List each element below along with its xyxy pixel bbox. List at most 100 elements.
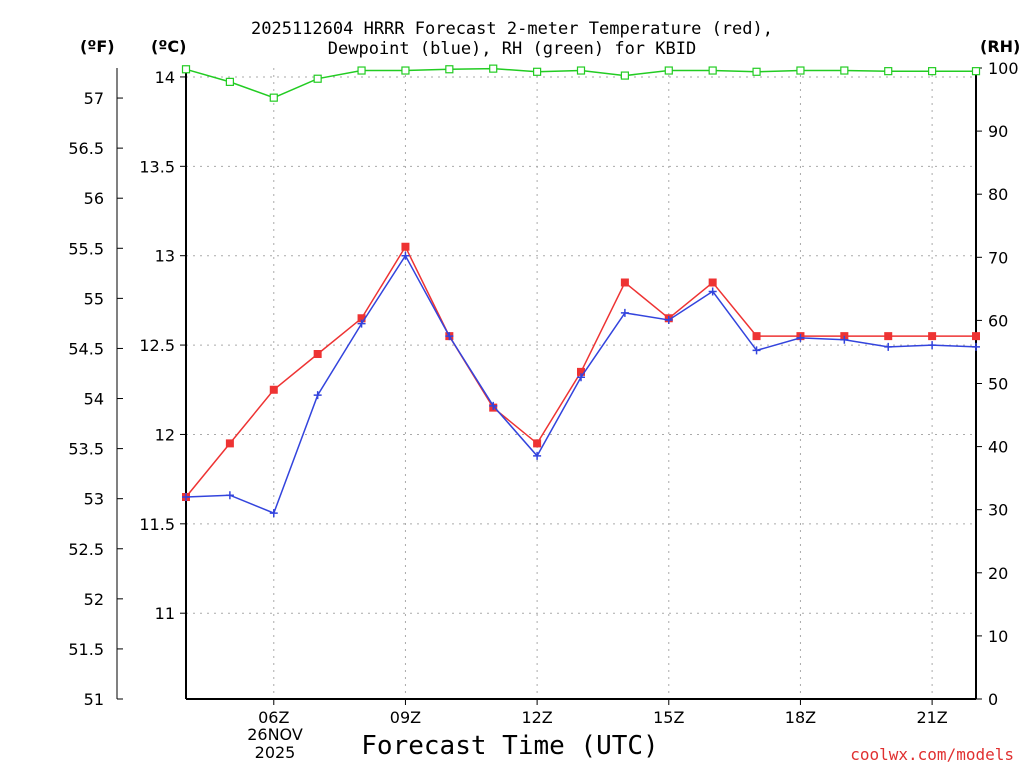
dewpoint-point-17z: [752, 346, 761, 355]
dewpoint-point-10z: [445, 332, 454, 341]
fahrenheit-tick-label: 55.5: [68, 239, 104, 258]
celsius-tick-label: 13: [155, 247, 175, 266]
rh-point-22z: [971, 67, 981, 76]
rh-point-18z: [796, 66, 805, 75]
fahrenheit-tick-label: 57: [84, 89, 104, 108]
fahrenheit-tick-label: 52.5: [68, 540, 104, 559]
dewpoint-point-7z: [313, 391, 322, 400]
rh-tick-label: 70: [988, 248, 1008, 267]
rh-point-19z: [840, 66, 849, 75]
rh-point-8z: [357, 66, 366, 75]
temperature-point-20z: [884, 332, 893, 341]
temperature-point-8z: [357, 314, 366, 323]
dewpoint-point-19z: [840, 335, 849, 344]
celsius-tick-label: 13.5: [139, 157, 175, 176]
rh-tick-label: 90: [988, 122, 1008, 141]
x-axis-title: Forecast Time (UTC): [361, 731, 659, 761]
rh-tick-label: 20: [988, 564, 1008, 583]
dewpoint-point-14z: [620, 308, 629, 317]
x-tick-label: 18Z: [785, 708, 816, 727]
temperature-point-5z: [225, 439, 234, 448]
axes: 11 11.5 12 12.5 13 13.5 14 51 51.5 52 52.5 53 53.5 54…: [68, 59, 1018, 727]
dewpoint-point-5z: [225, 491, 234, 500]
temperature-point-21z: [928, 332, 937, 341]
rh-point-14z: [620, 71, 629, 80]
celsius-tick-label: 11.5: [139, 515, 175, 534]
rh-point-16z: [708, 66, 717, 75]
rh-point-7z: [313, 74, 322, 83]
celsius-tick-label: 14: [155, 68, 175, 87]
rh-tick-label: 60: [988, 311, 1008, 330]
temperature-point-14z: [620, 278, 629, 287]
dewpoint-point-6z: [269, 509, 278, 518]
temperature-point-22z: [972, 332, 980, 341]
chart-title-line-2: Dewpoint (blue), RH (green) for KBID: [327, 39, 697, 59]
credit-text: coolwx.com/models: [850, 745, 1014, 764]
dewpoint-point-4z: [182, 493, 190, 502]
rh-point-13z: [576, 66, 586, 75]
rh-tick-label: 0: [988, 690, 998, 709]
dewpoint-point-16z: [708, 287, 717, 296]
rh-point-5z: [225, 77, 234, 86]
temperature-point-6z: [269, 385, 278, 394]
fahrenheit-tick-label: 51.5: [68, 640, 104, 659]
fahrenheit-tick-label: 52: [84, 590, 104, 609]
fahrenheit-tick-label: 53: [84, 490, 104, 509]
rh-tick-label: 30: [988, 501, 1008, 520]
temperature-point-16z: [708, 278, 717, 287]
dewpoint-point-8z: [357, 319, 366, 328]
rh-point-17z: [752, 67, 761, 76]
dewpoint-point-11z: [489, 401, 498, 410]
fahrenheit-tick-label: 56.5: [68, 139, 104, 158]
rh-tick-label: 100: [988, 59, 1019, 78]
dewpoint-point-22z: [972, 342, 980, 351]
x-tick-label: 12Z: [521, 708, 552, 727]
rh-tick-label: 40: [988, 438, 1008, 457]
dewpoint-point-13z: [577, 373, 585, 382]
celsius-axis-unit: (ºC): [151, 37, 187, 56]
fahrenheit-tick-label: 55: [84, 289, 104, 308]
fahrenheit-tick-label: 56: [84, 189, 104, 208]
rh-point-6z: [269, 93, 278, 102]
fahrenheit-tick-label: 54.5: [68, 339, 104, 358]
date-label-day: 26NOV: [247, 725, 303, 744]
dewpoint-point-18z: [796, 333, 805, 342]
x-tick-label: 15Z: [653, 708, 684, 727]
celsius-tick-label: 11: [155, 604, 175, 623]
x-tick-label: 09Z: [390, 708, 421, 727]
rh-tick-label: 50: [988, 375, 1008, 394]
temperature-point-13z: [577, 367, 585, 376]
dewpoint-point-21z: [928, 341, 937, 350]
grid-lines: [186, 68, 976, 699]
rh-point-21z: [928, 67, 937, 76]
temperature-point-9z: [401, 242, 410, 251]
fahrenheit-tick-label: 53.5: [68, 440, 104, 459]
rh-point-12z: [533, 67, 542, 76]
x-tick-label: 21Z: [916, 708, 947, 727]
rh-point-9z: [401, 66, 410, 75]
rh-point-4z: [181, 65, 191, 74]
rh-point-15z: [664, 66, 673, 75]
rh-axis-unit: (RH): [980, 37, 1021, 56]
x-tick-label: 06Z: [258, 708, 289, 727]
series: [181, 64, 981, 518]
rh-point-10z: [445, 65, 454, 74]
rh-tick-label: 10: [988, 627, 1008, 646]
dewpoint-line: [185, 254, 977, 515]
temperature-point-12z: [533, 439, 542, 448]
rh-tick-label: 80: [988, 185, 1008, 204]
celsius-tick-label: 12: [155, 425, 175, 444]
fahrenheit-axis-unit: (ºF): [80, 37, 115, 56]
date-label-year: 2025: [254, 743, 296, 762]
celsius-tick-label: 12.5: [139, 336, 175, 355]
dewpoint-point-9z: [401, 251, 410, 260]
temperature-point-17z: [752, 332, 761, 341]
dewpoint-point-20z: [884, 342, 893, 351]
chart-title-line-1: 2025112604 HRRR Forecast 2-meter Tempera…: [251, 19, 773, 39]
fahrenheit-tick-label: 51: [84, 690, 104, 709]
fahrenheit-tick-label: 54: [84, 390, 104, 409]
dewpoint-point-15z: [664, 316, 673, 325]
rh-point-20z: [884, 67, 893, 76]
dewpoint-point-12z: [533, 451, 542, 460]
